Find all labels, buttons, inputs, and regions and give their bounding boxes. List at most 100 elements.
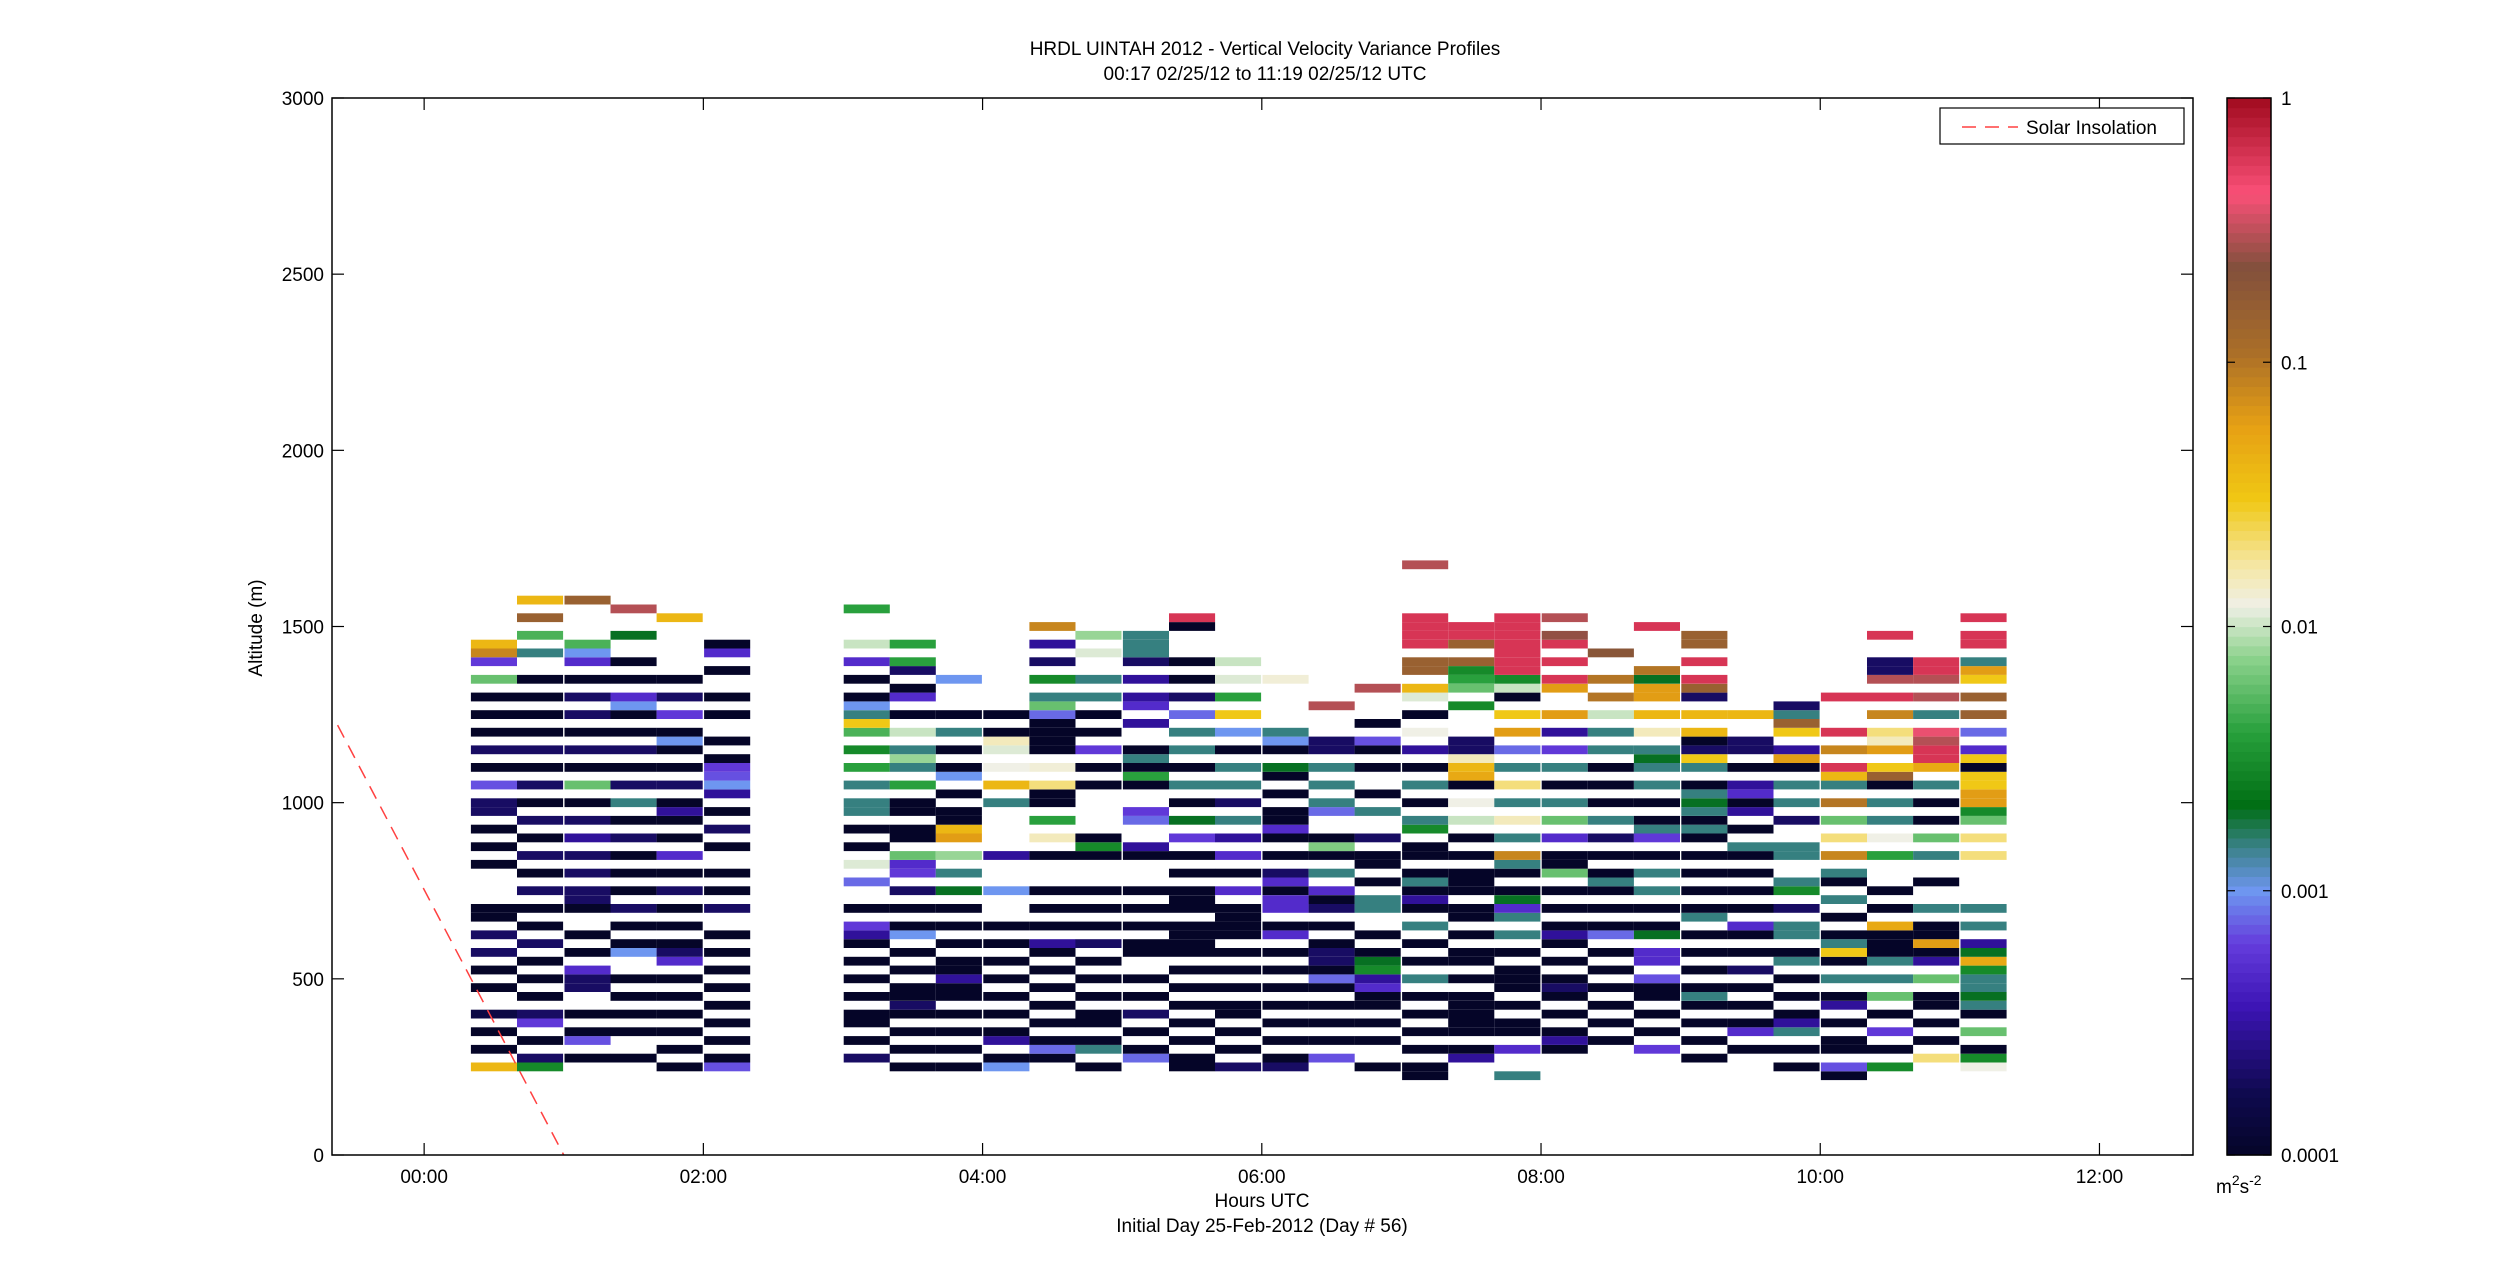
colorbar-segment xyxy=(2227,991,2271,1002)
heatmap-cell xyxy=(1029,745,1076,755)
colorbar-segment xyxy=(2227,1145,2271,1156)
heatmap-cell xyxy=(1494,1071,1541,1081)
heatmap-cell xyxy=(1354,683,1401,693)
heatmap-cell xyxy=(935,815,982,825)
heatmap-cell xyxy=(470,657,517,667)
heatmap-cell xyxy=(1820,851,1867,860)
heatmap-cell xyxy=(1029,833,1076,843)
heatmap-cell xyxy=(1960,1009,2007,1019)
heatmap-cell xyxy=(1169,851,1216,860)
heatmap-cell xyxy=(1448,1000,1495,1010)
heatmap-cell xyxy=(1913,921,1960,931)
heatmap-cell xyxy=(1029,798,1076,808)
heatmap-cell xyxy=(1448,956,1495,966)
heatmap-cell xyxy=(889,1000,936,1010)
heatmap-cell xyxy=(1541,921,1588,931)
heatmap-cell xyxy=(1122,657,1169,667)
colorbar-tick-label: 1 xyxy=(2281,89,2292,110)
heatmap-cell xyxy=(656,692,703,702)
heatmap-cell xyxy=(1215,965,1262,975)
heatmap-cell xyxy=(1727,851,1774,860)
heatmap-cell xyxy=(610,921,657,931)
x-tick-label: 10:00 xyxy=(1796,1167,1844,1188)
legend-label: Solar Insolation xyxy=(2026,118,2157,139)
heatmap-cell xyxy=(1169,798,1216,808)
heatmap-cell xyxy=(1587,1000,1634,1010)
heatmap-cell xyxy=(1820,798,1867,808)
heatmap-cell xyxy=(1075,974,1122,984)
heatmap-cell xyxy=(1215,1000,1262,1010)
colorbar-segment xyxy=(2227,280,2271,291)
heatmap-cell xyxy=(1867,674,1914,684)
heatmap-cell xyxy=(704,965,751,975)
heatmap-cell xyxy=(656,974,703,984)
heatmap-cell xyxy=(1633,992,1680,1001)
heatmap-cell xyxy=(1727,710,1774,719)
heatmap-cell xyxy=(1169,1036,1216,1045)
heatmap-cell xyxy=(1727,736,1774,746)
heatmap-cell xyxy=(935,745,982,755)
heatmap-cell xyxy=(1215,983,1262,992)
heatmap-cell xyxy=(1308,886,1355,896)
heatmap-cell xyxy=(564,692,611,702)
heatmap-cell xyxy=(1633,683,1680,693)
heatmap-cell xyxy=(1494,948,1541,957)
heatmap-cell xyxy=(704,736,751,746)
colorbar-segment xyxy=(2227,607,2271,618)
colorbar-segment xyxy=(2227,117,2271,128)
colorbar-tick-label: 0.001 xyxy=(2281,882,2329,903)
colorbar-segment xyxy=(2227,953,2271,964)
heatmap-cell xyxy=(1402,815,1449,825)
heatmap-cell xyxy=(1820,833,1867,843)
heatmap-cell xyxy=(564,595,611,605)
heatmap-cell xyxy=(1913,727,1960,737)
heatmap-cell xyxy=(1681,807,1728,816)
heatmap-cell xyxy=(1541,639,1588,649)
heatmap-cell xyxy=(1262,921,1309,931)
heatmap-cell xyxy=(1727,983,1774,992)
heatmap-cell xyxy=(656,868,703,878)
heatmap-cell xyxy=(935,771,982,781)
heatmap-cell xyxy=(1075,1062,1122,1072)
heatmap-cell xyxy=(1541,780,1588,790)
heatmap-cell xyxy=(1820,974,1867,984)
heatmap-cell xyxy=(1867,921,1914,931)
heatmap-cell xyxy=(1541,851,1588,860)
heatmap-cell xyxy=(1960,1000,2007,1010)
heatmap-cell xyxy=(1448,992,1495,1001)
heatmap-cell xyxy=(1681,1018,1728,1028)
heatmap-cell xyxy=(1215,868,1262,878)
heatmap-cell xyxy=(1122,701,1169,711)
heatmap-cell xyxy=(1773,727,1820,737)
heatmap-cell xyxy=(1867,1027,1914,1037)
heatmap-cell xyxy=(983,921,1030,931)
heatmap-cell xyxy=(1308,701,1355,711)
heatmap-cell xyxy=(1820,1018,1867,1028)
heatmap-cell xyxy=(1075,648,1122,658)
heatmap-cell xyxy=(704,780,751,790)
colorbar-segment xyxy=(2227,655,2271,666)
heatmap-cell xyxy=(564,657,611,667)
colorbar-segment xyxy=(2227,107,2271,118)
heatmap-cell xyxy=(1215,886,1262,896)
heatmap-cell xyxy=(1448,1044,1495,1054)
colorbar-segment xyxy=(2227,338,2271,349)
heatmap-cell xyxy=(1354,983,1401,992)
heatmap-cell xyxy=(656,833,703,843)
colorbar-segment xyxy=(2227,645,2271,656)
heatmap-cell xyxy=(517,1036,564,1045)
heatmap-cell xyxy=(1913,877,1960,887)
heatmap-cell xyxy=(1215,674,1262,684)
plot-area: 00:00 02:00 04:00 06:00 08:00 10:00 12:00 0 500… xyxy=(282,89,2194,1188)
heatmap-cell xyxy=(1494,666,1541,675)
heatmap-cell xyxy=(1448,877,1495,887)
heatmap-cell xyxy=(1215,692,1262,702)
heatmap-cell xyxy=(1262,789,1309,799)
heatmap-cell xyxy=(1494,965,1541,975)
heatmap-cell xyxy=(610,974,657,984)
heatmap-cell xyxy=(656,851,703,860)
heatmap-cell xyxy=(1773,798,1820,808)
heatmap-cell xyxy=(1448,851,1495,860)
heatmap-cell xyxy=(1308,974,1355,984)
